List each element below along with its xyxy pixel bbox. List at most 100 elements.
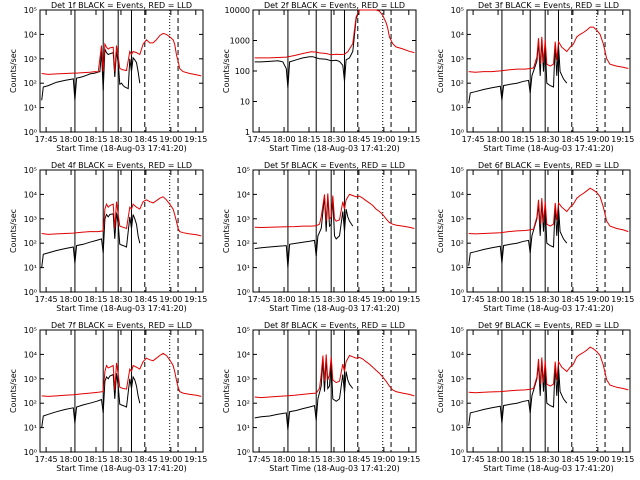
y-tick-label: 10⁰ bbox=[24, 128, 37, 137]
x-tick-label: 18:45 bbox=[347, 295, 370, 304]
x-tick-label: 19:15 bbox=[397, 295, 420, 304]
y-tick-label: 10⁰ bbox=[451, 288, 464, 297]
x-tick-label: 18:00 bbox=[60, 295, 83, 304]
y-tick-label: 10³ bbox=[24, 215, 37, 224]
y-tick-label: 10³ bbox=[451, 215, 464, 224]
x-tick-label: 18:15 bbox=[297, 455, 320, 464]
plot-frame bbox=[252, 329, 417, 453]
x-tick-label: 18:45 bbox=[561, 455, 584, 464]
x-axis-label: Start Time (18-Aug-03 17:41:20) bbox=[483, 304, 614, 313]
x-tick-label: 18:45 bbox=[134, 455, 157, 464]
y-tick-label: 10⁵ bbox=[24, 326, 37, 335]
x-tick-label: 17:45 bbox=[462, 295, 485, 304]
y-tick-label: 10¹ bbox=[451, 424, 464, 433]
chart-title: Det 3f BLACK = Events, RED = LLD bbox=[478, 1, 619, 10]
x-tick-label: 19:00 bbox=[586, 135, 609, 144]
x-tick-label: 18:30 bbox=[536, 455, 559, 464]
x-tick-label: 19:15 bbox=[184, 135, 207, 144]
y-tick-label: 10³ bbox=[24, 375, 37, 384]
x-axis-label: Start Time (18-Aug-03 17:41:20) bbox=[483, 144, 614, 153]
x-tick-label: 18:15 bbox=[511, 135, 534, 144]
y-tick-label: 10⁴ bbox=[24, 350, 37, 359]
x-tick-label: 19:00 bbox=[586, 295, 609, 304]
x-axis-label: Start Time (18-Aug-03 17:41:20) bbox=[269, 304, 400, 313]
y-tick-label: 10³ bbox=[24, 55, 37, 64]
y-tick-label: 100 bbox=[235, 67, 250, 76]
x-tick-label: 19:00 bbox=[159, 135, 182, 144]
y-tick-label: 10¹ bbox=[451, 104, 464, 113]
y-tick-label: 10¹ bbox=[24, 104, 37, 113]
x-tick-label: 17:45 bbox=[35, 295, 58, 304]
chart-panel-1: Det 1f BLACK = Events, RED = LLD 10⁰ 10¹ 10… bbox=[9, 1, 207, 153]
x-tick-label: 17:45 bbox=[462, 455, 485, 464]
chart-title: Det 9f BLACK = Events, RED = LLD bbox=[478, 321, 619, 330]
chart-title: Det 4f BLACK = Events, RED = LLD bbox=[51, 161, 192, 170]
series-line-events bbox=[41, 48, 141, 101]
x-tick-label: 18:15 bbox=[297, 295, 320, 304]
y-tick-label: 10000 bbox=[225, 6, 250, 15]
chart-title: Det 2f BLACK = Events, RED = LLD bbox=[264, 1, 405, 10]
x-tick-label: 17:45 bbox=[462, 135, 485, 144]
y-tick-label: 10¹ bbox=[24, 424, 37, 433]
x-tick-label: 18:00 bbox=[60, 135, 83, 144]
x-axis-label: Start Time (18-Aug-03 17:41:20) bbox=[56, 144, 187, 153]
y-tick-label: 1000 bbox=[230, 37, 250, 46]
y-axis-label: Counts/sec bbox=[436, 49, 445, 93]
x-tick-label: 18:15 bbox=[511, 455, 534, 464]
series-line-lld bbox=[254, 193, 415, 229]
x-tick-label: 19:00 bbox=[372, 455, 395, 464]
y-tick-label: 10⁵ bbox=[451, 166, 464, 175]
chart-panel-7: Det 7f BLACK = Events, RED = LLD 10⁰ 10¹ 10… bbox=[9, 321, 207, 473]
chart-title: Det 5f BLACK = Events, RED = LLD bbox=[264, 161, 405, 170]
chart-title: Det 1f BLACK = Events, RED = LLD bbox=[51, 1, 192, 10]
x-tick-label: 18:30 bbox=[109, 295, 132, 304]
y-axis-label: Counts/sec bbox=[222, 209, 231, 253]
y-tick-label: 10⁴ bbox=[451, 30, 464, 39]
series-line-lld bbox=[41, 352, 202, 397]
y-tick-label: 1 bbox=[245, 128, 250, 137]
x-tick-label: 17:45 bbox=[248, 135, 271, 144]
chart-panel-8: Det 8f BLACK = Events, RED = LLD 10⁰ 10¹ 10… bbox=[222, 321, 420, 473]
x-tick-label: 18:00 bbox=[60, 455, 83, 464]
x-tick-label: 18:45 bbox=[561, 135, 584, 144]
plot-frame bbox=[252, 169, 417, 293]
x-tick-label: 17:45 bbox=[248, 295, 271, 304]
y-axis-label: Counts/sec bbox=[222, 49, 231, 93]
x-tick-label: 19:00 bbox=[372, 135, 395, 144]
chart-title: Det 7f BLACK = Events, RED = LLD bbox=[51, 321, 192, 330]
y-tick-label: 10² bbox=[237, 239, 250, 248]
y-tick-label: 10⁴ bbox=[24, 190, 37, 199]
x-tick-label: 18:15 bbox=[297, 135, 320, 144]
y-tick-label: 10⁵ bbox=[451, 6, 464, 15]
y-tick-label: 10¹ bbox=[24, 264, 37, 273]
x-tick-label: 18:00 bbox=[487, 455, 510, 464]
x-tick-label: 18:15 bbox=[84, 455, 107, 464]
y-tick-label: 10⁴ bbox=[237, 350, 250, 359]
plot-frame bbox=[466, 169, 631, 293]
y-tick-label: 10¹ bbox=[237, 264, 250, 273]
x-tick-label: 19:00 bbox=[159, 295, 182, 304]
x-tick-label: 17:45 bbox=[35, 455, 58, 464]
x-tick-label: 18:00 bbox=[273, 295, 296, 304]
x-tick-label: 19:00 bbox=[372, 295, 395, 304]
y-tick-label: 10⁰ bbox=[237, 288, 250, 297]
x-axis-label: Start Time (18-Aug-03 17:41:20) bbox=[483, 464, 614, 473]
chart-title: Det 8f BLACK = Events, RED = LLD bbox=[264, 321, 405, 330]
y-tick-label: 10 bbox=[240, 98, 250, 107]
x-tick-label: 19:15 bbox=[611, 135, 634, 144]
chart-panel-4: Det 4f BLACK = Events, RED = LLD 10⁰ 10¹ 10… bbox=[9, 161, 207, 313]
series-line-lld bbox=[468, 346, 629, 394]
x-tick-label: 18:30 bbox=[322, 135, 345, 144]
y-tick-label: 10³ bbox=[237, 375, 250, 384]
x-tick-label: 19:15 bbox=[184, 455, 207, 464]
chart-title: Det 6f BLACK = Events, RED = LLD bbox=[478, 161, 619, 170]
chart-panel-2: Det 2f BLACK = Events, RED = LLD 1 10 100 10… bbox=[222, 1, 420, 153]
y-axis-label: Counts/sec bbox=[222, 369, 231, 413]
y-tick-label: 10⁴ bbox=[451, 350, 464, 359]
x-tick-label: 18:30 bbox=[322, 295, 345, 304]
series-line-events bbox=[468, 360, 568, 426]
y-tick-label: 10³ bbox=[451, 55, 464, 64]
x-tick-label: 19:00 bbox=[586, 455, 609, 464]
